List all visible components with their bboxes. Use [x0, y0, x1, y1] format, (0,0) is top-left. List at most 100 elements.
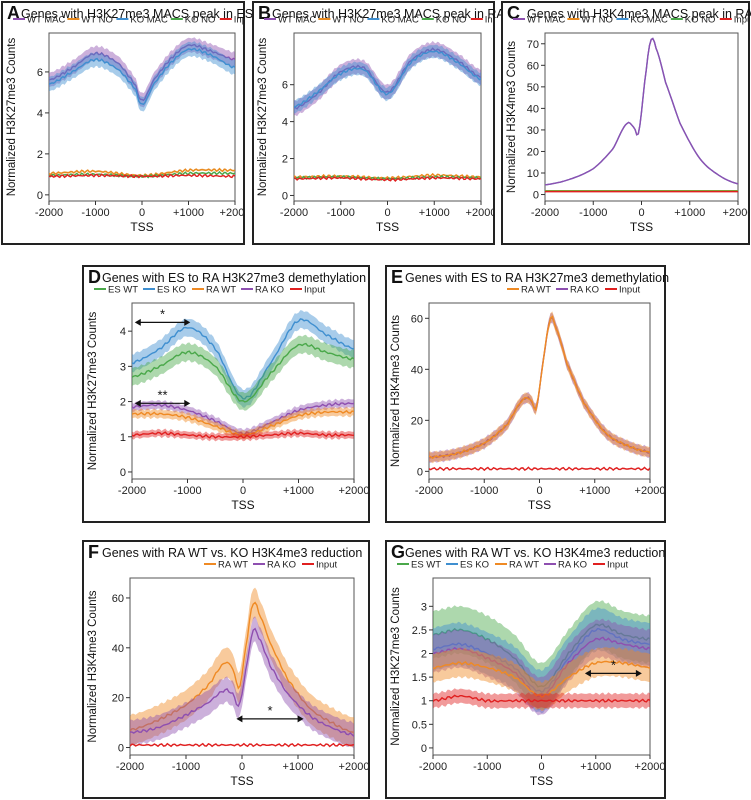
x-tick-label: +2000 [339, 761, 368, 773]
y-tick-label: 20 [411, 415, 423, 427]
legend-label: RA WT [206, 285, 236, 296]
series-line [49, 47, 235, 106]
x-tick-label: -2000 [118, 485, 146, 497]
y-tick-label: 0 [120, 467, 126, 479]
x-tick-label: +1000 [283, 761, 314, 773]
x-tick-label: +2000 [723, 207, 748, 219]
y-tick-label: 20 [527, 146, 539, 158]
x-axis-label: TSS [230, 774, 253, 788]
x-tick-label: -2000 [280, 207, 308, 219]
y-axis-label: Normalized H3K27me3 Counts [87, 311, 99, 470]
y-axis-label: Normalized H3K4me3 Counts [506, 41, 518, 193]
y-tick-label: 0.5 [412, 719, 427, 731]
x-tick-label: -1000 [470, 485, 498, 497]
x-tick-label: +2000 [339, 485, 368, 497]
y-tick-label: 30 [527, 125, 539, 137]
series-line [433, 627, 650, 694]
x-tick-label: -1000 [81, 207, 109, 219]
y-tick-label: 40 [112, 643, 124, 655]
legend-label: Input [619, 285, 640, 296]
y-tick-label: 3 [421, 601, 427, 613]
chart-g: ES WT ES KO RA WT RA KO Input * -2000 -1000 0 +10… [390, 560, 664, 789]
x-tick-label: -2000 [415, 485, 443, 497]
series-line [433, 660, 650, 698]
y-tick-label: 70 [527, 39, 539, 51]
series-line [433, 623, 650, 688]
x-tick-label: 0 [240, 485, 246, 497]
x-tick-label: +2000 [635, 485, 664, 497]
x-tick-label: 0 [638, 207, 644, 219]
y-tick-label: 0 [118, 743, 124, 755]
y-tick-label: 40 [527, 103, 539, 115]
panel-e: E Genes with ES to RA H3K27me3 demethyla… [385, 265, 669, 523]
series-line [433, 636, 650, 698]
annotation-label: * [160, 306, 165, 321]
series-band [132, 428, 354, 442]
x-tick-label: 0 [536, 485, 542, 497]
arrow-head [134, 399, 141, 407]
y-tick-label: 0 [533, 190, 539, 202]
legend-label: Input [607, 560, 628, 571]
legend: ES WT ES KO RA WT RA KO Input [94, 285, 325, 296]
legend-label: RA KO [558, 560, 587, 571]
chart-a: WT MAC WT NO KO MAC KO NO Input -2000 -1000 0 +1… [6, 15, 243, 235]
legend: WT MAC WT NO KO MAC KO NO Input [13, 15, 243, 26]
y-tick-label: 2.5 [412, 625, 427, 637]
legend-label: WT NO [332, 15, 364, 26]
legend-label: Input [485, 15, 493, 26]
x-tick-label: -2000 [116, 761, 144, 773]
arrow-head [184, 318, 191, 326]
x-axis-label: TSS [130, 220, 153, 234]
chart-title: Genes with H3K4me3 MACS peak in RA [527, 7, 751, 21]
panel-label: F [88, 542, 99, 562]
x-tick-label: +1000 [580, 761, 611, 773]
x-tick-label: -2000 [35, 207, 63, 219]
significance-annotation: * [584, 657, 642, 677]
panel-label: D [88, 267, 101, 287]
series-line [294, 47, 481, 110]
series-band [433, 688, 650, 710]
y-tick-label: 60 [411, 313, 423, 325]
y-tick-label: 1 [421, 696, 427, 708]
y-tick-label: 10 [527, 168, 539, 180]
legend-label: WT MAC [27, 15, 65, 26]
legend-label: KO MAC [130, 15, 168, 26]
series-band [130, 587, 354, 748]
y-tick-label: 2 [421, 649, 427, 661]
legend-label: ES KO [157, 285, 186, 296]
legend-label: ES KO [460, 560, 489, 571]
series-line [130, 601, 354, 733]
y-tick-label: 1.5 [412, 672, 427, 684]
series-band [132, 398, 354, 439]
plot-area [433, 600, 650, 716]
plot-area [49, 37, 235, 179]
y-tick-label: 6 [37, 67, 43, 79]
y-axis-label: Normalized H3K27me3 Counts [6, 37, 18, 196]
arrow-head [134, 318, 141, 326]
arrow-head [236, 715, 243, 723]
x-tick-label: 0 [384, 207, 390, 219]
y-tick-label: 0 [421, 743, 427, 755]
series-line [132, 342, 354, 403]
series-line [132, 409, 354, 437]
arrow-head [297, 715, 304, 723]
arrow-head [584, 669, 591, 677]
series-line [545, 37, 738, 186]
series-line [49, 173, 235, 179]
series-band [130, 616, 354, 749]
chart-c: WT MAC WT NO KO MAC KO NO Input -2000 -1000 0 +1… [506, 15, 748, 235]
chart-title: Genes with H3K27me3 MACS peak in ES [21, 7, 254, 21]
legend-label: WT MAC [278, 15, 316, 26]
legend-label: RA KO [255, 285, 284, 296]
series-band [132, 334, 354, 411]
x-tick-label: -2000 [419, 761, 447, 773]
legend-label: RA KO [570, 285, 599, 296]
panel-label: E [391, 267, 404, 287]
series-line [294, 175, 481, 183]
series-line [132, 431, 354, 439]
x-tick-label: 0 [538, 761, 544, 773]
y-tick-label: 40 [411, 364, 423, 376]
y-tick-label: 0 [37, 190, 43, 202]
legend-label: Input [304, 285, 325, 296]
x-tick-label: +2000 [635, 761, 664, 773]
